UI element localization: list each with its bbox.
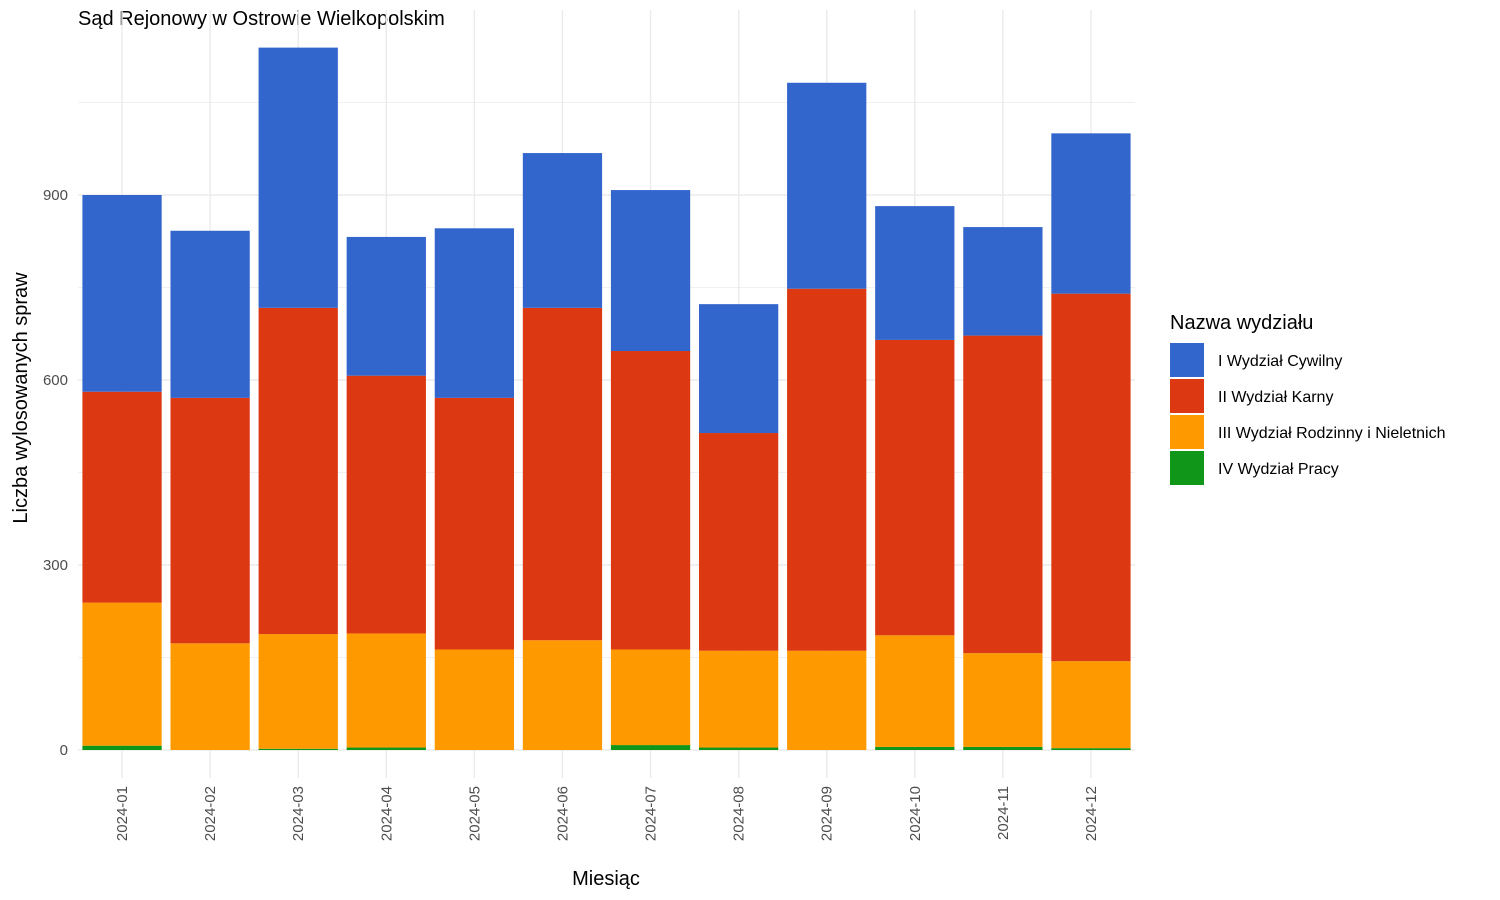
bar-segment (434, 228, 515, 398)
bar-segment (787, 82, 867, 289)
bar-segment (82, 745, 162, 750)
x-tick-label: 2024-03 (290, 786, 307, 841)
y-axis-title: Liczba wylosowanych spraw (10, 272, 32, 524)
bar-segment (434, 649, 515, 750)
x-tick-label: 2024-07 (643, 786, 660, 841)
bar-segment (82, 391, 162, 603)
bar-segment (170, 397, 250, 644)
bar-segment (346, 747, 426, 750)
bar-segment (963, 227, 1043, 336)
bar-segment (1051, 133, 1131, 294)
x-tick-label: 2024-05 (466, 786, 483, 841)
x-tick-label: 2024-01 (114, 786, 131, 841)
legend-label: II Wydział Karny (1218, 389, 1333, 406)
bar-segment (1051, 748, 1131, 750)
y-tick-label: 900 (43, 187, 68, 204)
bar-segment (610, 745, 691, 750)
x-tick-label: 2024-10 (907, 786, 924, 841)
bar-segment (610, 190, 691, 352)
bar-segment (170, 643, 250, 750)
legend-swatch (1170, 379, 1204, 413)
bar-segment (698, 747, 779, 750)
legend-swatch (1170, 343, 1204, 377)
x-tick-label: 2024-02 (202, 786, 219, 841)
bar-segment (522, 307, 603, 641)
y-tick-label: 300 (43, 557, 68, 574)
x-tick-label: 2024-12 (1083, 786, 1100, 841)
bar-segment (610, 351, 691, 650)
x-tick-label: 2024-11 (995, 786, 1012, 840)
y-axis-ticks: 0 300 600 900 (43, 187, 68, 759)
bar-segment (434, 397, 515, 650)
bar-segment (82, 602, 162, 746)
bar-segment (610, 649, 691, 746)
bar-segment (1051, 293, 1131, 662)
bar-segment (875, 635, 955, 747)
legend-title: Nazwa wydziału (1170, 312, 1313, 334)
legend: Nazwa wydziału I Wydział Cywilny II Wydzi… (1170, 312, 1446, 485)
x-tick-label: 2024-08 (731, 786, 748, 841)
bar-segment (346, 633, 426, 748)
legend-swatch (1170, 451, 1204, 485)
bar-segment (963, 653, 1043, 747)
x-axis-title: Miesiąc (572, 868, 640, 890)
bar-segment (82, 195, 162, 392)
x-tick-label: 2024-09 (819, 786, 836, 841)
legend-label: I Wydział Cywilny (1218, 353, 1342, 370)
x-tick-label: 2024-06 (554, 786, 571, 841)
bar-segment (170, 230, 250, 398)
chart-title: Sąd Rejonowy w Ostrowie Wielkopolskim (78, 8, 445, 30)
bars (82, 47, 1131, 750)
bar-segment (522, 153, 603, 308)
bar-segment (346, 236, 426, 376)
bar-segment (522, 640, 603, 750)
bar-segment (258, 748, 338, 750)
bar-segment (963, 746, 1043, 750)
bar-segment (963, 335, 1043, 654)
bar-segment (698, 650, 779, 748)
x-tick-label: 2024-04 (378, 786, 395, 841)
legend-swatch (1170, 415, 1204, 449)
y-tick-label: 0 (60, 742, 68, 759)
bar-segment (258, 307, 338, 635)
bar-segment (875, 206, 955, 340)
y-tick-label: 600 (43, 372, 68, 389)
bar-segment (346, 375, 426, 634)
bar-segment (875, 339, 955, 636)
legend-label: IV Wydział Pracy (1218, 461, 1339, 478)
bar-segment (875, 746, 955, 750)
bar-segment (698, 304, 779, 434)
bar-segment (1051, 661, 1131, 749)
legend-label: III Wydział Rodzinny i Nieletnich (1218, 425, 1446, 442)
bar-segment (258, 634, 338, 749)
bar-segment (787, 650, 867, 750)
bar-segment (787, 288, 867, 651)
bar-segment (698, 433, 779, 651)
x-axis-ticks: 2024-01 2024-02 2024-03 2024-04 2024-05 2024-… (114, 786, 1100, 841)
bar-segment (258, 47, 338, 308)
